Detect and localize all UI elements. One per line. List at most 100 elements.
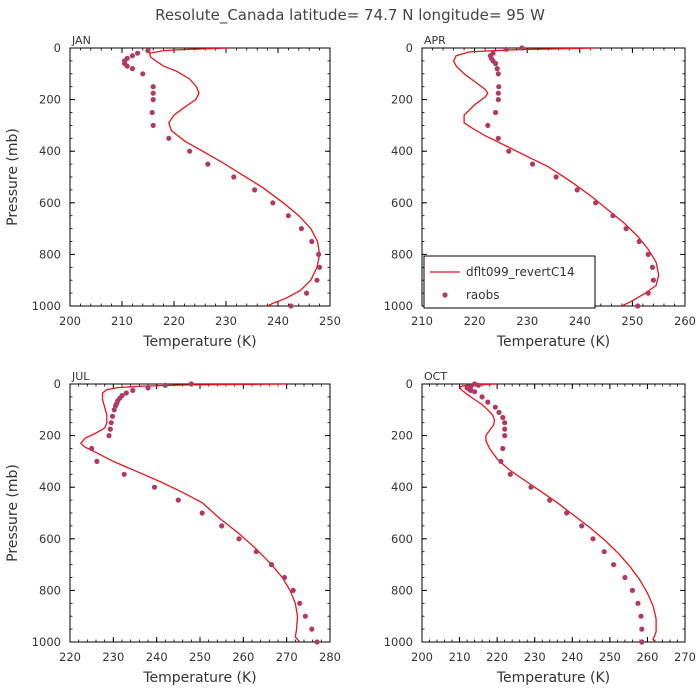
x-tick-label-apr-5: 260: [674, 314, 696, 328]
y-tick-label-jul-4: 800: [39, 583, 61, 597]
obs-point-jul-3: [130, 387, 136, 393]
obs-point-apr-26: [645, 290, 651, 296]
obs-point-oct-19: [547, 497, 553, 503]
y-tick-label-jan-4: 800: [39, 247, 61, 261]
obs-point-jan-15: [187, 148, 193, 154]
obs-point-jan-2: [129, 53, 135, 59]
obs-point-jul-10: [111, 407, 117, 413]
y-tick-label-jul-1: 200: [39, 429, 61, 443]
obs-point-jul-22: [236, 536, 242, 542]
obs-point-oct-13: [502, 426, 508, 432]
obs-point-jan-12: [149, 109, 155, 116]
obs-point-apr-24: [649, 264, 656, 270]
obs-point-jan-17: [231, 174, 237, 180]
x-tick-label-oct-4: 240: [561, 650, 583, 664]
obs-point-apr-15: [506, 148, 512, 154]
obs-point-apr-16: [529, 161, 536, 167]
plot-frame-oct: [421, 383, 686, 643]
obs-point-jul-28: [302, 613, 308, 619]
obs-point-jul-12: [108, 420, 114, 426]
obs-point-oct-1: [475, 382, 481, 388]
obs-point-jul-24: [268, 562, 275, 568]
obs-point-apr-25: [650, 277, 657, 283]
obs-point-jul-4: [123, 390, 129, 396]
obs-point-apr-10: [495, 90, 501, 96]
x-tick-label-jul-1: 230: [102, 650, 124, 664]
obs-point-oct-10: [496, 409, 502, 415]
obs-point-oct-26: [629, 587, 636, 594]
x-axis-label-apr: Temperature (K): [496, 334, 610, 350]
obs-point-oct-28: [638, 613, 644, 619]
x-tick-label-jan-3: 230: [215, 314, 237, 328]
obs-point-jul-16: [94, 458, 100, 464]
obs-point-jan-23: [316, 251, 322, 257]
obs-point-oct-29: [639, 626, 645, 632]
x-axis-label-jul: Temperature (K): [142, 670, 256, 686]
obs-point-jan-27: [288, 303, 294, 309]
y-tick-label-jul-0: 0: [54, 377, 61, 391]
x-tick-label-jan-2: 220: [163, 314, 185, 328]
y-tick-label-oct-0: 0: [406, 377, 413, 391]
model-line-jan: [148, 48, 321, 306]
obs-point-jul-13: [107, 426, 113, 432]
x-axis-label-jan: Temperature (K): [142, 334, 256, 350]
obs-point-apr-20: [610, 213, 616, 219]
obs-point-jul-21: [219, 523, 225, 529]
y-tick-label-apr-5: 1000: [384, 299, 413, 313]
obs-point-apr-12: [493, 109, 499, 116]
obs-point-jul-20: [199, 510, 205, 516]
y-axis-label-jan: Pressure (mb): [5, 128, 21, 226]
obs-point-oct-27: [635, 600, 641, 606]
obs-point-oct-21: [579, 523, 585, 529]
y-tick-label-oct-2: 400: [391, 480, 413, 494]
x-tick-label-jan-5: 250: [319, 314, 341, 328]
x-tick-label-jul-6: 280: [319, 650, 341, 664]
obs-point-jul-14: [106, 433, 112, 439]
obs-point-apr-11: [495, 97, 501, 103]
obs-point-oct-18: [528, 484, 534, 490]
legend-obs-label: raobs: [466, 288, 500, 302]
obs-point-jul-15: [89, 445, 95, 452]
obs-point-jan-25: [314, 277, 320, 283]
x-tick-label-oct-7: 270: [674, 650, 696, 664]
obs-point-jul-17: [121, 471, 127, 477]
obs-point-oct-20: [564, 510, 570, 516]
panel-jul: 220 230 240 250 260 270 280 0 200 400 600 800 1000 JU…: [5, 370, 341, 686]
y-tick-label-apr-0: 0: [406, 41, 413, 55]
obs-point-jan-20: [285, 213, 291, 219]
y-tick-label-jan-5: 1000: [32, 299, 61, 313]
obs-point-jan-14: [166, 135, 172, 141]
obs-point-oct-23: [601, 549, 607, 555]
x-tick-label-jul-4: 260: [232, 650, 254, 664]
y-tick-label-apr-3: 600: [391, 196, 413, 210]
model-line-jul: [79, 384, 301, 642]
obs-point-oct-30: [639, 639, 645, 645]
obs-point-jul-0: [188, 381, 194, 387]
x-tick-label-jan-1: 210: [111, 314, 133, 328]
obs-point-jul-19: [175, 497, 181, 503]
y-tick-label-oct-4: 800: [391, 583, 413, 597]
y-tick-label-apr-2: 400: [391, 144, 413, 158]
x-tick-label-apr-0: 210: [411, 314, 433, 328]
x-tick-label-oct-2: 220: [486, 650, 508, 664]
y-tick-label-jul-3: 600: [39, 532, 61, 546]
y-tick-label-jul-2: 400: [39, 480, 61, 494]
obs-point-jan-11: [150, 97, 156, 103]
plot-frame-jan: [69, 47, 331, 307]
x-tick-label-jan-0: 200: [59, 314, 81, 328]
obs-point-jan-24: [317, 264, 323, 270]
obs-point-jan-9: [150, 84, 156, 90]
obs-point-jan-10: [150, 90, 156, 96]
x-tick-label-oct-5: 250: [599, 650, 621, 664]
obs-point-jan-26: [304, 290, 310, 296]
obs-point-jan-0: [145, 48, 151, 54]
model-line-oct: [458, 384, 657, 642]
y-tick-label-jan-2: 400: [39, 144, 61, 158]
obs-point-apr-1: [503, 46, 509, 52]
month-label-jul: JUL: [71, 370, 90, 383]
y-tick-label-jul-5: 1000: [32, 635, 61, 649]
month-label-apr: APR: [424, 34, 446, 47]
y-tick-label-jan-3: 600: [39, 196, 61, 210]
obs-point-apr-9: [496, 84, 502, 90]
obs-point-jan-19: [270, 200, 276, 206]
